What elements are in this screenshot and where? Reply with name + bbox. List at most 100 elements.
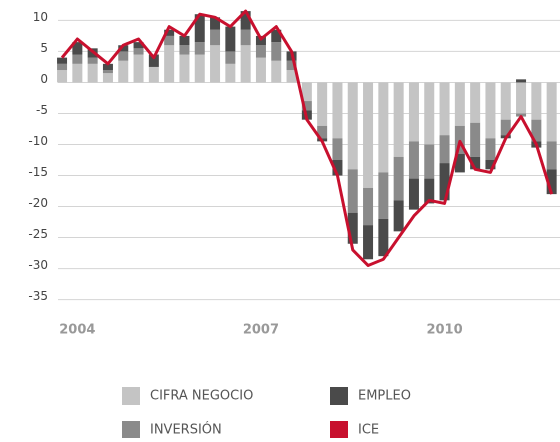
- bar-segment: [255, 45, 266, 58]
- bar-segment: [424, 82, 435, 145]
- bar-segment: [424, 178, 435, 204]
- bar-segment: [133, 48, 144, 55]
- bar-segment: [317, 82, 328, 126]
- bar-segment: [439, 163, 450, 201]
- legend-swatch: [122, 387, 140, 405]
- bar-segment: [148, 66, 159, 83]
- bar-segment: [72, 42, 83, 55]
- bar-segment: [301, 82, 312, 102]
- bar-segment: [424, 144, 435, 179]
- legend-swatch: [330, 387, 348, 405]
- bar-segment: [72, 54, 83, 64]
- bar-segment: [470, 82, 481, 123]
- bar-segment: [87, 57, 98, 64]
- bar-segment: [194, 42, 205, 55]
- legend-swatch: [122, 421, 140, 439]
- bar-segment: [271, 42, 282, 61]
- bar-segment: [485, 160, 496, 170]
- y-tick-label: -35: [28, 289, 48, 303]
- legend-swatch: [330, 421, 348, 439]
- bar-segment: [531, 82, 542, 120]
- bar-segment: [225, 26, 236, 52]
- legend-label: INVERSIÓN: [150, 422, 222, 438]
- bar-segment: [240, 11, 251, 30]
- bar-segment: [531, 119, 542, 142]
- x-tick-label: 2010: [426, 323, 462, 338]
- bar-segment: [255, 57, 266, 83]
- bar-segment: [332, 138, 343, 160]
- bar-segment: [118, 45, 129, 52]
- bar-segment: [210, 45, 221, 83]
- bar-segment: [118, 60, 129, 83]
- bar-segment: [164, 29, 175, 36]
- bar-segment: [102, 73, 113, 83]
- bar-segment: [485, 82, 496, 139]
- bar-segment: [194, 14, 205, 43]
- bar-segment: [210, 29, 221, 46]
- y-tick-label: -20: [28, 196, 48, 210]
- bar-segment: [133, 42, 144, 49]
- y-tick-label: -15: [28, 165, 48, 179]
- bar-segment: [363, 187, 374, 226]
- bar-segment: [393, 156, 404, 201]
- bar-segment: [194, 54, 205, 83]
- bar-segment: [87, 63, 98, 83]
- bar-segment: [408, 178, 419, 210]
- y-tick-label: -25: [28, 227, 48, 241]
- line-series: [60, 9, 554, 267]
- bar-segment: [179, 35, 190, 46]
- bar-segment: [179, 45, 190, 55]
- bar-segment: [271, 60, 282, 83]
- legend-label: EMPLEO: [358, 389, 411, 404]
- bar-segment: [317, 125, 328, 139]
- bar-segment: [363, 225, 374, 260]
- bar-segment: [57, 70, 68, 83]
- bar-segment: [225, 63, 236, 83]
- bar-segment: [378, 82, 389, 173]
- bar-segment: [332, 160, 343, 176]
- bar-segment: [240, 45, 251, 83]
- bar-segment: [439, 135, 450, 164]
- bar-segment: [516, 82, 527, 114]
- y-tick-label: 0: [40, 72, 48, 86]
- bar-segment: [133, 54, 144, 83]
- bar-segment: [118, 51, 129, 61]
- bar-segment: [286, 70, 297, 83]
- legend-label: ICE: [358, 423, 379, 438]
- bar-segment: [393, 82, 404, 157]
- bar-segment: [271, 29, 282, 43]
- bar-segment: [102, 70, 113, 74]
- bar-segment: [516, 113, 527, 117]
- bar-segment: [179, 54, 190, 83]
- bar-segment: [408, 82, 419, 142]
- bar-segment: [72, 63, 83, 83]
- y-tick-label: -5: [36, 103, 48, 117]
- bar-segment: [439, 82, 450, 136]
- bar-segment: [255, 35, 266, 46]
- bar-segment: [347, 169, 358, 213]
- bar-segment: [546, 141, 557, 170]
- bar-segment: [148, 54, 159, 67]
- bar-segment: [164, 35, 175, 46]
- bar-segment: [470, 156, 481, 170]
- bar-segment: [347, 212, 358, 244]
- bar-segment: [546, 82, 557, 142]
- bar-segment: [240, 29, 251, 46]
- bar-segment: [225, 51, 236, 64]
- bar-segment: [102, 63, 113, 71]
- bar-segment: [500, 119, 511, 136]
- bar-segment: [454, 82, 465, 126]
- y-tick-label: 5: [40, 41, 48, 55]
- bar-segment: [516, 79, 527, 83]
- bar-segment: [57, 57, 68, 64]
- bar-segment: [546, 169, 557, 195]
- bar-segment: [363, 82, 374, 188]
- bar-segment: [210, 17, 221, 30]
- x-tick-label: 2004: [59, 323, 95, 338]
- bar-segment: [378, 218, 389, 257]
- bar-segment: [485, 138, 496, 160]
- bar-segment: [164, 45, 175, 83]
- bar-segment: [301, 101, 312, 111]
- bar-segment: [332, 82, 343, 139]
